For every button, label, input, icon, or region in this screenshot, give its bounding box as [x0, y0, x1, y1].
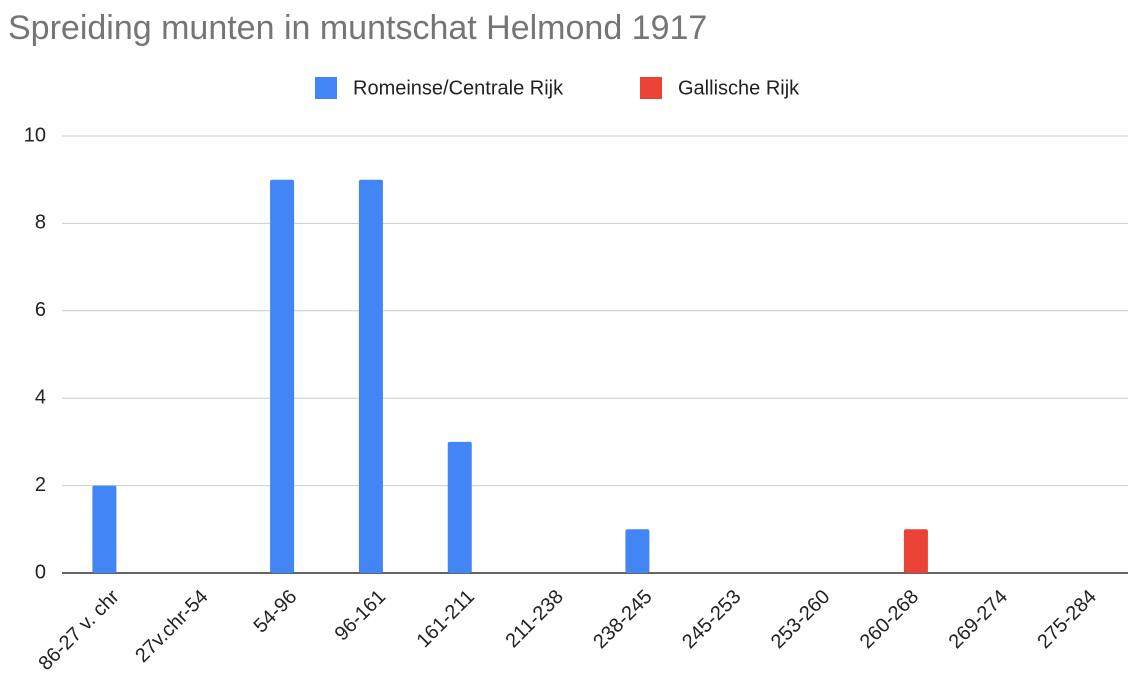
x-tick-label: 238-245 — [589, 586, 656, 653]
x-tick-label: 245-253 — [678, 586, 745, 653]
y-tick-label: 2 — [35, 474, 46, 496]
x-tick-label: 269-274 — [945, 586, 1012, 653]
x-tick-label: 260-268 — [856, 586, 923, 653]
bar — [358, 179, 383, 573]
y-tick-label: 6 — [35, 299, 46, 321]
x-tick-label: 253-260 — [767, 586, 834, 653]
x-tick-label: 27v.chr-54 — [131, 586, 212, 667]
bar — [447, 441, 472, 573]
legend-label: Romeinse/Centrale Rijk — [353, 77, 564, 99]
bar — [625, 529, 650, 573]
bar — [270, 179, 295, 573]
legend-label: Gallische Rijk — [678, 77, 800, 99]
bar — [92, 485, 117, 573]
y-tick-label: 4 — [35, 386, 46, 408]
y-tick-label: 10 — [24, 124, 46, 146]
x-tick-label: 54-96 — [250, 586, 302, 638]
x-tick-label: 96-161 — [331, 586, 391, 646]
chart-title: Spreiding munten in muntschat Helmond 19… — [8, 9, 707, 47]
y-tick-label: 8 — [35, 212, 46, 234]
bar — [903, 529, 928, 573]
legend-swatch — [640, 77, 662, 99]
legend-swatch — [315, 77, 337, 99]
x-tick-label: 161-211 — [413, 586, 479, 652]
y-tick-label: 0 — [35, 561, 46, 583]
x-tick-label: 86-27 v. chr — [35, 585, 124, 674]
x-tick-label: 211-238 — [501, 586, 567, 652]
x-tick-label: 275-284 — [1033, 586, 1100, 653]
